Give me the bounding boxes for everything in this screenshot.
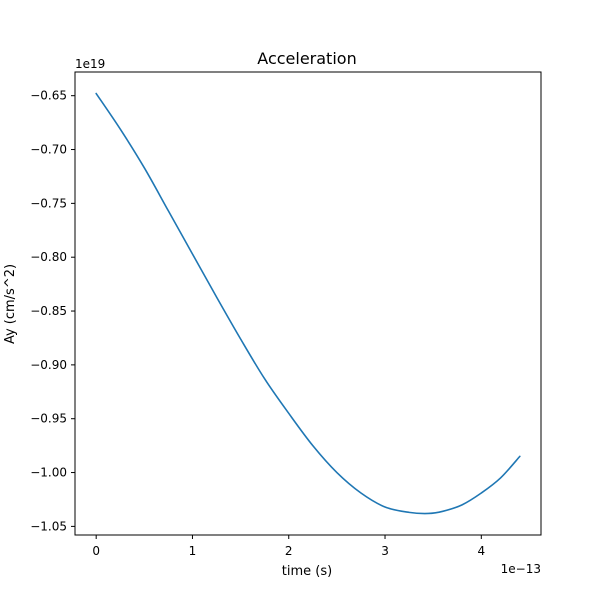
plot-area-frame (74, 71, 542, 536)
series-layer (95, 92, 521, 515)
series-line (95, 92, 521, 515)
x-tick-label: 0 (92, 544, 100, 558)
chart-title: Acceleration (257, 49, 356, 68)
x-axis-label: time (s) (282, 564, 332, 579)
ticks-layer: 0 1 2 3 4 −0.65 −0.70 −0.75 −0.80 −0.85 −0.90 −0.95… (30, 89, 485, 558)
y-tick-label: −0.85 (30, 304, 67, 318)
y-tick-label: −1.00 (30, 466, 67, 480)
x-tick-label: 2 (285, 544, 293, 558)
x-tick-label: 3 (381, 544, 389, 558)
y-offset-label: 1e19 (75, 57, 105, 71)
y-tick-label: −0.65 (30, 89, 67, 103)
y-tick-label: −1.05 (30, 519, 67, 533)
y-axis-label: Ay (cm/s^2) (3, 264, 18, 344)
y-tick-label: −0.70 (30, 143, 67, 157)
y-tick-label: −0.75 (30, 196, 67, 210)
y-tick-label: −0.95 (30, 412, 67, 426)
x-offset-label: 1e−13 (501, 562, 541, 576)
x-tick-label: 1 (189, 544, 197, 558)
y-tick-label: −0.90 (30, 358, 67, 372)
x-tick-label: 4 (477, 544, 485, 558)
y-tick-label: −0.80 (30, 250, 67, 264)
